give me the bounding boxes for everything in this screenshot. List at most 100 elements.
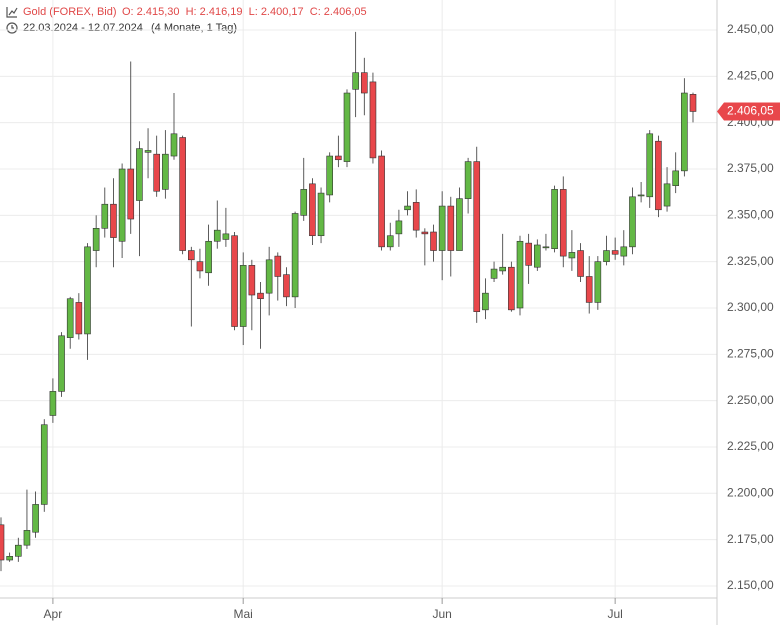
candle-body	[66, 298, 74, 338]
candle	[681, 78, 688, 177]
candle	[335, 135, 342, 168]
candle	[360, 57, 368, 116]
y-tick-label: 2.250,00	[727, 393, 774, 407]
candle-body	[533, 244, 541, 268]
candle	[447, 196, 455, 277]
candle	[508, 261, 515, 312]
candle	[516, 235, 524, 316]
candle	[127, 61, 135, 234]
candle-body	[222, 233, 230, 240]
candle	[283, 267, 290, 307]
candle-body	[144, 150, 152, 153]
candle-body	[58, 335, 65, 392]
candle	[92, 215, 100, 268]
candle-body	[274, 255, 282, 277]
candle-body	[326, 155, 334, 196]
candle-body	[6, 556, 13, 561]
candle	[404, 191, 411, 216]
candle	[464, 157, 472, 214]
candle-body	[162, 153, 169, 190]
candle	[231, 232, 238, 331]
candle	[663, 167, 671, 212]
candle-body	[386, 235, 394, 248]
x-tick-label: Jul	[607, 607, 622, 621]
candle-body	[136, 148, 143, 201]
candle-body	[179, 137, 186, 251]
candle	[291, 211, 299, 308]
candle	[0, 517, 5, 572]
candle-body	[213, 229, 221, 242]
candle-body	[309, 183, 316, 237]
clock-hands	[11, 25, 14, 29]
candle	[343, 89, 351, 168]
candle	[40, 419, 48, 512]
candle	[637, 181, 645, 203]
candle	[672, 152, 680, 194]
candle	[326, 152, 334, 203]
candle-body	[611, 250, 619, 255]
candle	[577, 243, 584, 283]
candle-body	[603, 250, 610, 262]
y-tick-label: 2.200,00	[727, 485, 774, 499]
candle-body	[516, 240, 524, 309]
candle-body	[421, 231, 429, 235]
candle-body	[525, 242, 532, 266]
candle-body	[689, 94, 697, 112]
candle	[551, 185, 558, 253]
candle-body	[335, 155, 342, 161]
duration: (4 Monate, 1 Tag)	[151, 22, 237, 34]
candle	[525, 233, 532, 284]
candle	[490, 261, 498, 283]
candle-body	[231, 235, 238, 327]
candle-body	[438, 205, 446, 251]
candle-body	[672, 170, 680, 186]
candle	[585, 256, 593, 314]
candle	[352, 31, 359, 118]
candle	[110, 178, 117, 268]
candle-body	[559, 189, 567, 257]
candle	[421, 228, 429, 266]
candle-body	[352, 72, 359, 90]
date-range: 22.03.2024 - 12.07.2024	[23, 22, 143, 34]
candle-body	[265, 259, 273, 294]
candle-body	[239, 265, 247, 327]
candle-body	[464, 161, 472, 199]
candle	[170, 93, 178, 160]
candle-body	[127, 168, 135, 220]
candle-body	[0, 524, 5, 561]
candle	[482, 278, 489, 320]
candle-body	[681, 92, 688, 172]
candle	[438, 191, 446, 281]
candle	[75, 293, 83, 340]
candle	[248, 259, 256, 331]
clock-icon	[6, 22, 18, 34]
candle-body	[283, 274, 290, 298]
x-tick-label: Jun	[432, 607, 451, 621]
candle-body	[482, 292, 489, 311]
y-tick-label: 2.325,00	[727, 254, 774, 268]
y-tick-label: 2.425,00	[727, 69, 774, 83]
candle-body	[101, 203, 109, 229]
candle	[655, 135, 662, 218]
y-tick-label: 2.450,00	[727, 22, 774, 36]
candle-body	[15, 544, 22, 557]
candle	[395, 209, 403, 247]
candle-body	[84, 246, 91, 335]
last-price-tag	[717, 102, 780, 121]
candle	[533, 239, 541, 271]
candle-body	[456, 198, 463, 251]
candle-body	[248, 265, 256, 296]
candle	[412, 189, 420, 238]
candle-body	[196, 261, 204, 272]
candle-body	[542, 246, 550, 249]
candle-body	[412, 202, 420, 231]
candle-body	[118, 168, 126, 242]
candle	[66, 296, 74, 349]
candle-body	[205, 240, 212, 274]
candle-body	[32, 504, 39, 533]
candle	[594, 256, 602, 310]
candle	[58, 332, 65, 397]
candle	[6, 552, 13, 562]
candle-body	[508, 266, 515, 311]
candle-body	[473, 161, 481, 312]
